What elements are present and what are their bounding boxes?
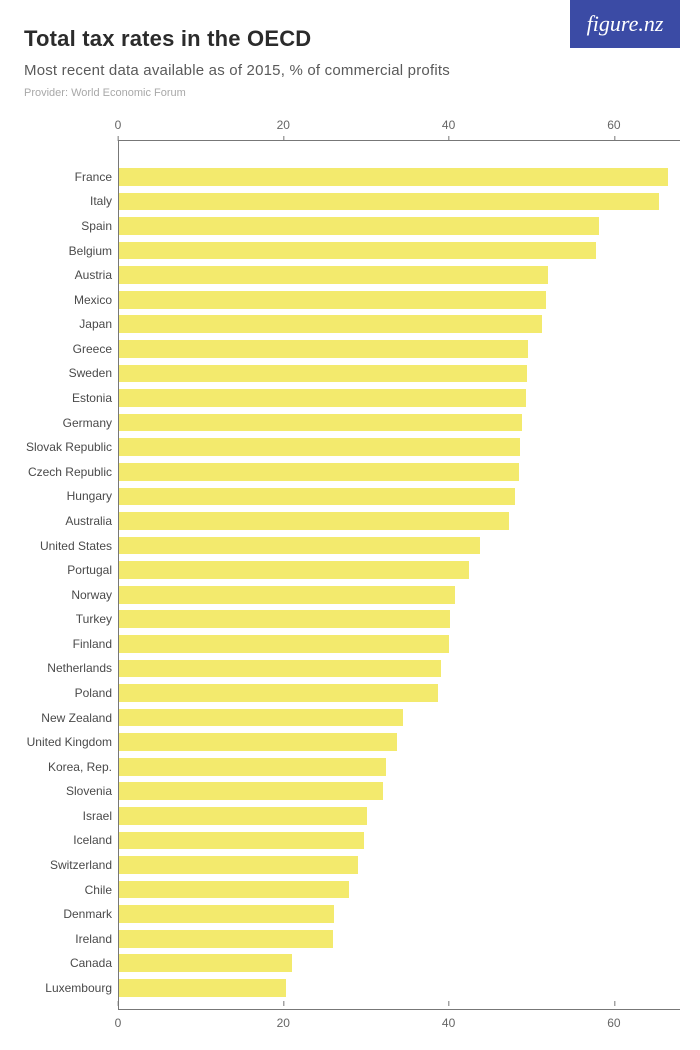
bar [119, 168, 668, 186]
country-label: Switzerland [50, 859, 112, 871]
bar [119, 291, 546, 309]
bar [119, 782, 383, 800]
bar [119, 832, 364, 850]
bar [119, 193, 659, 211]
axis-tick-label: 0 [115, 1016, 122, 1030]
axis-tick: 20 [277, 1010, 290, 1024]
y-axis-labels: France Italy Spain Belgium Austria Mexico Japa… [24, 140, 112, 1010]
axis-tick: 40 [442, 1010, 455, 1024]
bar [119, 660, 441, 678]
axis-tick-label: 0 [115, 118, 122, 132]
axis-tick: 60 [607, 118, 620, 132]
country-label: Czech Republic [28, 466, 112, 478]
bar [119, 586, 455, 604]
chart-provider: Provider: World Economic Forum [24, 87, 676, 99]
bar [119, 266, 548, 284]
axis-tick: 40 [442, 118, 455, 132]
country-label: Poland [75, 687, 112, 699]
axis-tick-label: 20 [277, 1016, 290, 1030]
country-label: Canada [70, 957, 112, 969]
country-label: Korea, Rep. [48, 761, 112, 773]
country-label: New Zealand [41, 712, 112, 724]
country-label: Estonia [72, 392, 112, 404]
country-label: Austria [75, 269, 112, 281]
country-label: Belgium [69, 245, 112, 257]
bar [119, 635, 449, 653]
country-label: Sweden [69, 367, 112, 379]
bar [119, 758, 386, 776]
axis-tick-label: 40 [442, 118, 455, 132]
bar [119, 979, 286, 997]
bar [119, 340, 528, 358]
country-label: France [75, 171, 112, 183]
country-label: Mexico [74, 294, 112, 306]
country-label: Greece [73, 343, 112, 355]
country-label: Slovenia [66, 785, 112, 797]
axis-tick: 20 [277, 118, 290, 132]
country-label: Ireland [75, 933, 112, 945]
bar [119, 242, 596, 260]
bar [119, 684, 438, 702]
chart-subtitle: Most recent data available as of 2015, %… [24, 62, 676, 79]
x-axis-top: 0 20 40 60 [118, 118, 680, 140]
tax-rates-bar-chart: 0 20 40 60 France Italy Spain Belgium Austria Me… [24, 118, 680, 1032]
bar [119, 365, 527, 383]
country-label: Germany [63, 417, 112, 429]
country-label: Iceland [73, 834, 112, 846]
axis-tick-label: 60 [607, 118, 620, 132]
country-label: Australia [65, 515, 112, 527]
bar [119, 930, 333, 948]
country-label: Turkey [76, 613, 112, 625]
axis-tick-label: 40 [442, 1016, 455, 1030]
axis-tick: 60 [607, 1010, 620, 1024]
bar [119, 709, 403, 727]
bar [119, 512, 509, 530]
bar [119, 217, 599, 235]
axis-tick-label: 20 [277, 118, 290, 132]
bar [119, 610, 450, 628]
bar [119, 414, 522, 432]
country-label: Slovak Republic [26, 441, 112, 453]
country-label: Chile [85, 884, 112, 896]
bar [119, 315, 542, 333]
country-label: United States [40, 540, 112, 552]
country-label: Portugal [67, 564, 112, 576]
bar [119, 463, 519, 481]
bar [119, 561, 469, 579]
axis-tick-label: 60 [607, 1016, 620, 1030]
country-label: Norway [71, 589, 112, 601]
country-label: Japan [79, 318, 112, 330]
bar [119, 954, 292, 972]
country-label: Netherlands [47, 662, 112, 674]
bar [119, 537, 480, 555]
bar [119, 807, 367, 825]
bar [119, 438, 520, 456]
country-label: Israel [83, 810, 112, 822]
x-axis-bottom: 0 20 40 60 [118, 1010, 680, 1032]
brand-logo-text: figure.nz [587, 11, 664, 37]
bar [119, 488, 515, 506]
country-label: Italy [90, 195, 112, 207]
plot-area [118, 140, 680, 1010]
country-label: Finland [73, 638, 112, 650]
bar [119, 905, 334, 923]
country-label: United Kingdom [27, 736, 112, 748]
bar [119, 881, 349, 899]
country-label: Denmark [63, 908, 112, 920]
brand-logo: figure.nz [570, 0, 680, 48]
bar [119, 389, 526, 407]
country-label: Spain [81, 220, 112, 232]
country-label: Hungary [67, 490, 112, 502]
bar [119, 733, 397, 751]
bar [119, 856, 358, 874]
country-label: Luxembourg [45, 982, 112, 994]
axis-tick: 0 [115, 1010, 122, 1024]
axis-tick: 0 [115, 118, 122, 132]
